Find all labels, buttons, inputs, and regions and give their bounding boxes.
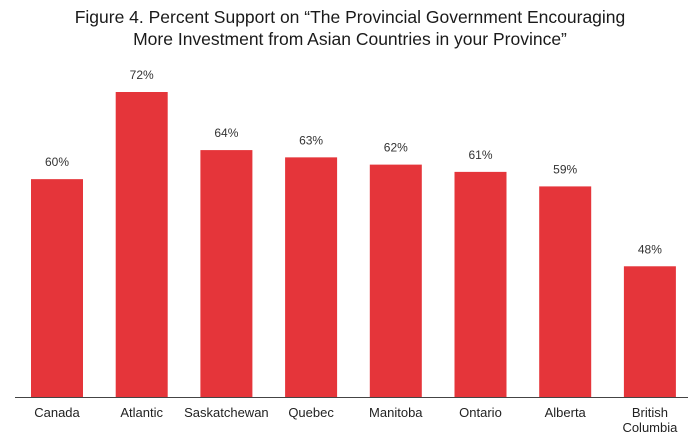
category-label: Canada (34, 405, 80, 420)
bar-canada (31, 179, 83, 397)
category-label: British (632, 405, 668, 420)
value-label: 64% (214, 126, 238, 140)
value-label: 72% (130, 68, 154, 82)
bar-british-columbia (623, 266, 676, 397)
value-label: 60% (45, 155, 69, 169)
bar-ontario (454, 171, 507, 397)
chart-title-line-1: Figure 4. Percent Support on “The Provin… (74, 7, 626, 27)
value-label: 59% (553, 162, 577, 176)
value-label: 48% (638, 242, 662, 256)
chart-title: Figure 4. Percent Support on “The Provin… (0, 6, 700, 50)
category-label: Columbia (622, 420, 678, 435)
bar-quebec (285, 157, 338, 397)
category-label: Manitoba (369, 405, 423, 420)
category-label: Quebec (288, 405, 334, 420)
category-label: Ontario (459, 405, 502, 420)
value-label: 63% (299, 133, 323, 147)
value-label: 62% (384, 141, 408, 155)
bar-saskatchewan (200, 150, 253, 397)
bar-atlantic (115, 92, 168, 397)
value-label: 61% (468, 148, 492, 162)
category-label: Alberta (545, 405, 587, 420)
category-label: Atlantic (120, 405, 163, 420)
bar-alberta (539, 186, 592, 397)
chart-title-line-2: More Investment from Asian Countries in … (133, 29, 567, 49)
category-label: Saskatchewan (184, 405, 269, 420)
bar-manitoba (369, 164, 422, 397)
